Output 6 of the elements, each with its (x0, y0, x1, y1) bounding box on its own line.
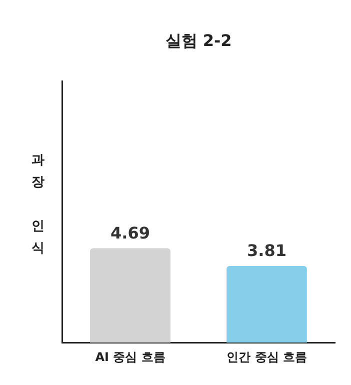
data-label: 3.81 (247, 241, 286, 260)
chart-title: 실험 2-2 (165, 30, 232, 50)
x-tick-label: AI 중심 흐름 (95, 350, 166, 364)
x-tick-label: 인간 중심 흐름 (226, 350, 307, 364)
data-label: 4.69 (110, 223, 150, 242)
text: 과장 인식 (32, 153, 44, 256)
